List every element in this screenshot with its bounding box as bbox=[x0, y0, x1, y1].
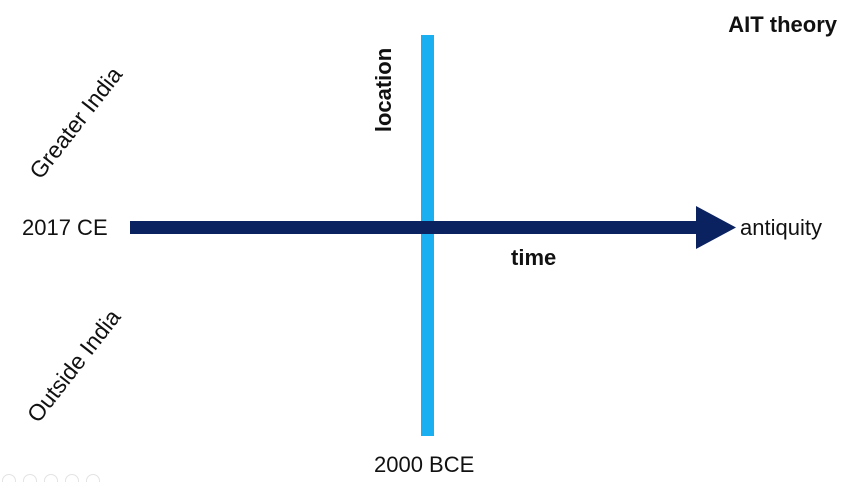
page-dot[interactable] bbox=[65, 474, 79, 482]
page-indicator bbox=[2, 474, 100, 482]
time-axis-end-label: antiquity bbox=[740, 215, 822, 240]
time-axis-label: time bbox=[511, 245, 557, 270]
time-axis-start-label: 2017 CE bbox=[22, 215, 108, 240]
location-axis-bar bbox=[421, 35, 434, 436]
page-dot[interactable] bbox=[86, 474, 100, 482]
page-dot[interactable] bbox=[23, 474, 37, 482]
location-axis-label: location bbox=[371, 47, 396, 133]
diagram-title: AIT theory bbox=[728, 12, 837, 37]
page-dot[interactable] bbox=[2, 474, 16, 482]
time-axis-shaft bbox=[130, 221, 702, 234]
page-dot[interactable] bbox=[44, 474, 58, 482]
time-axis-arrowhead bbox=[696, 206, 736, 249]
location-axis-bottom-label: 2000 BCE bbox=[374, 452, 475, 477]
